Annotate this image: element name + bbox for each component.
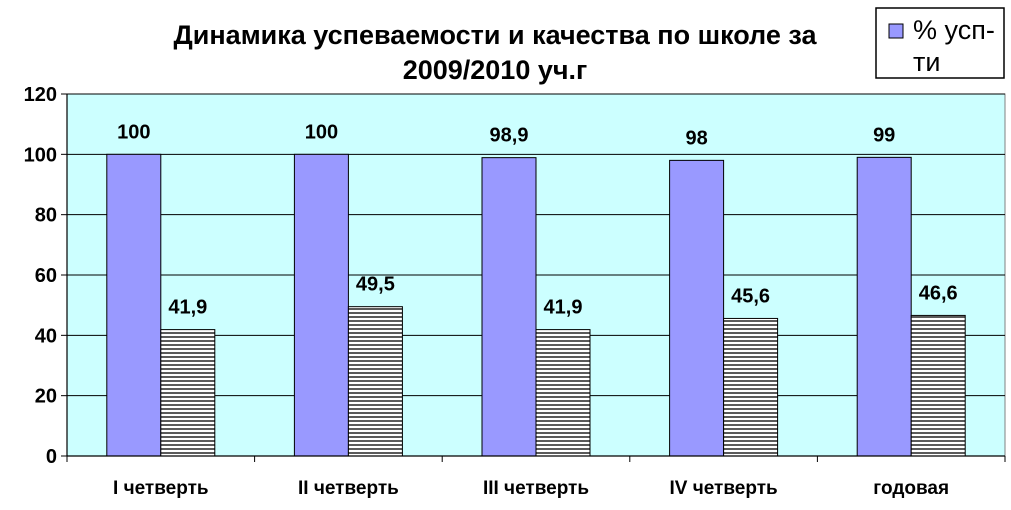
x-tick-label: годовая — [873, 478, 949, 499]
y-tick-label: 20 — [35, 386, 57, 408]
bar-series-2 — [910, 314, 966, 457]
y-tick-label: 60 — [35, 265, 57, 287]
bar-series-1 — [106, 153, 162, 457]
legend-box — [875, 7, 1005, 79]
bar-series-2 — [160, 329, 216, 457]
data-label-series-1: 100 — [117, 121, 150, 143]
bar-series-1 — [293, 153, 349, 457]
y-tick-label: 0 — [46, 446, 57, 468]
bar-series-2 — [723, 317, 779, 457]
data-label-series-2: 49,5 — [356, 274, 395, 296]
x-tick-label: II четверть — [298, 478, 399, 499]
data-label-series-1: 98,9 — [490, 125, 529, 147]
bar-series-2 — [347, 306, 403, 457]
chart-title-line-2: 2009/2010 уч.г — [403, 55, 588, 85]
bars — [106, 153, 966, 457]
bar-series-1 — [481, 157, 537, 457]
y-tick-label: 100 — [24, 144, 57, 166]
legend-swatch-series-1 — [888, 23, 904, 39]
y-tick-label: 120 — [24, 84, 57, 106]
axes: 0 20 40 60 80 100 120 I четверть II четверть III … — [24, 84, 1006, 499]
x-tick-label: I четверть — [113, 478, 209, 499]
data-label-series-2: 41,9 — [544, 297, 583, 319]
legend-label-line-2: ти — [913, 47, 940, 77]
data-label-series-2: 41,9 — [168, 297, 207, 319]
bar-series-2 — [535, 329, 591, 457]
chart-title-line-1: Динамика успеваемости и качества по школ… — [174, 20, 818, 50]
data-labels: 100 41,9 100 49,5 98,9 41,9 98 45,6 99 46,6 — [117, 121, 958, 318]
data-label-series-1: 99 — [873, 124, 895, 146]
y-tick-label: 40 — [35, 325, 57, 347]
x-tick-label: IV четверть — [669, 478, 777, 499]
legend: % усп- ти — [875, 7, 1005, 79]
y-tick-label: 80 — [35, 205, 57, 227]
bar-series-1 — [856, 156, 912, 457]
data-label-series-2: 45,6 — [731, 285, 770, 307]
data-label-series-2: 46,6 — [919, 282, 958, 304]
data-label-series-1: 100 — [305, 121, 338, 143]
data-label-series-1: 98 — [685, 127, 707, 149]
bar-series-1 — [669, 159, 725, 457]
legend-label-line-1: % усп- — [913, 15, 995, 45]
x-tick-label: III четверть — [483, 478, 589, 499]
